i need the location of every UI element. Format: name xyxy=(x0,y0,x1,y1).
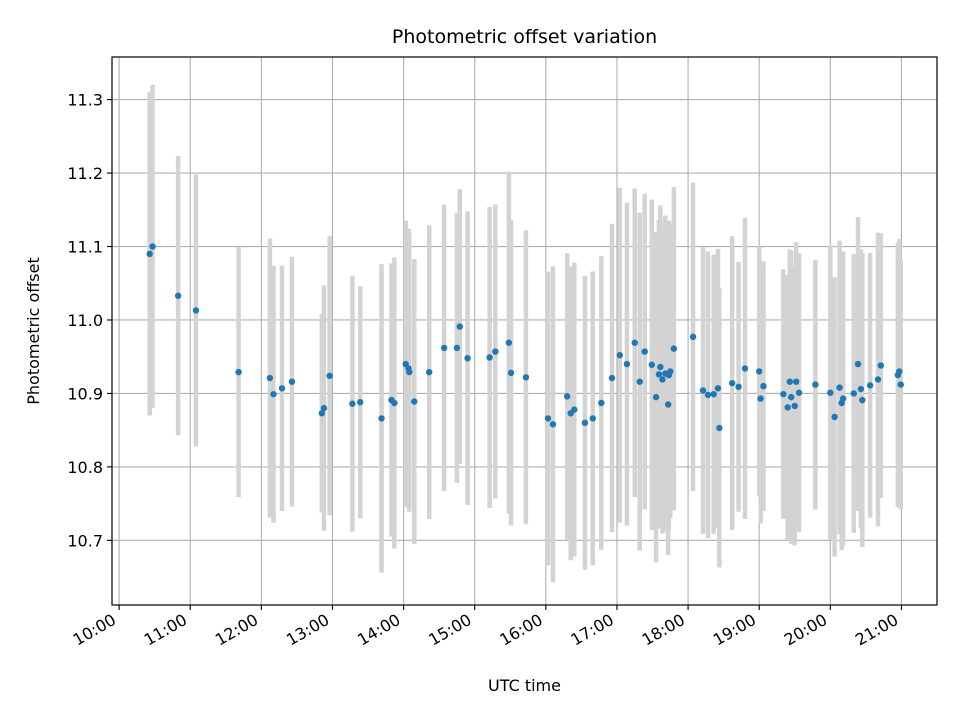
data-point xyxy=(877,362,885,369)
data-point xyxy=(453,344,461,352)
plot-area-frame xyxy=(111,56,938,606)
data-point xyxy=(788,393,795,401)
data-point xyxy=(839,395,847,402)
data-point xyxy=(897,381,904,388)
y-tick-label: 10.7 xyxy=(67,531,103,550)
data-point xyxy=(757,395,764,402)
data-point xyxy=(710,390,717,398)
data-point xyxy=(486,354,493,361)
data-point xyxy=(652,393,660,401)
data-point xyxy=(149,243,156,250)
data-point xyxy=(349,400,356,407)
data-point xyxy=(641,348,648,355)
data-point xyxy=(563,393,571,400)
x-axis-title: UTC time xyxy=(488,676,561,695)
data-point xyxy=(406,368,413,376)
data-point xyxy=(326,372,333,380)
data-point xyxy=(636,378,643,385)
data-point xyxy=(791,402,798,410)
data-point xyxy=(850,390,857,397)
data-point xyxy=(786,378,793,385)
data-point xyxy=(866,382,874,389)
data-point xyxy=(667,368,674,375)
data-point xyxy=(440,344,448,352)
y-axis: 10.7 10.8 10.9 11.0 11.1 11.2 11.3 xyxy=(67,91,112,550)
data-point xyxy=(288,378,296,385)
data-point xyxy=(464,354,471,362)
data-point xyxy=(425,368,433,376)
data-point xyxy=(608,374,616,382)
data-point xyxy=(616,352,624,359)
data-point xyxy=(505,339,513,346)
data-point xyxy=(670,345,678,352)
data-point xyxy=(659,376,666,383)
data-point xyxy=(623,360,631,368)
data-point xyxy=(699,387,707,394)
data-point xyxy=(266,374,274,382)
data-point xyxy=(896,368,903,375)
y-tick-label: 11.1 xyxy=(67,238,103,257)
data-point xyxy=(735,383,742,391)
data-point xyxy=(657,363,664,371)
data-point xyxy=(631,339,638,346)
data-point xyxy=(664,401,672,408)
data-point xyxy=(411,398,418,405)
data-point xyxy=(827,389,834,396)
data-point xyxy=(507,369,515,377)
y-axis-title: Photometric offset xyxy=(24,257,43,405)
data-point xyxy=(716,424,723,432)
data-point xyxy=(689,333,697,341)
data-point xyxy=(492,348,499,355)
data-point xyxy=(320,404,328,412)
data-point xyxy=(544,415,552,422)
y-tick-label: 11.0 xyxy=(67,311,103,330)
data-point xyxy=(270,390,277,398)
data-point xyxy=(792,378,800,385)
data-point xyxy=(836,384,843,391)
data-point xyxy=(874,376,882,383)
data-point xyxy=(456,323,463,330)
data-point xyxy=(728,379,736,387)
y-tick-label: 11.3 xyxy=(67,91,103,110)
data-point xyxy=(235,368,242,376)
data-point xyxy=(714,385,722,392)
data-point xyxy=(655,371,663,378)
chart-title: Photometric offset variation xyxy=(392,26,657,48)
data-point xyxy=(598,399,605,407)
y-tick-label: 10.8 xyxy=(67,458,103,477)
data-point xyxy=(780,390,787,398)
data-point xyxy=(857,385,865,393)
data-point xyxy=(378,415,385,422)
data-point xyxy=(795,389,803,396)
data-point xyxy=(648,361,656,368)
data-point xyxy=(146,250,153,258)
data-point xyxy=(859,396,866,404)
data-point xyxy=(741,365,749,372)
data-point xyxy=(581,419,589,427)
data-point xyxy=(760,382,767,390)
data-point xyxy=(755,368,763,375)
data-point xyxy=(174,292,182,299)
data-point xyxy=(549,421,557,428)
data-point xyxy=(522,374,530,381)
data-point xyxy=(784,404,791,411)
y-tick-label: 11.2 xyxy=(67,164,103,183)
data-point xyxy=(571,406,578,413)
data-point xyxy=(704,391,712,399)
data-point xyxy=(357,399,364,406)
data-point xyxy=(318,410,326,417)
data-point xyxy=(192,307,200,314)
data-point xyxy=(391,399,398,407)
data-point xyxy=(831,413,838,421)
y-tick-label: 10.9 xyxy=(67,384,103,403)
data-points xyxy=(146,243,904,432)
data-point xyxy=(589,415,596,422)
data-point xyxy=(854,360,862,368)
data-point xyxy=(278,385,286,392)
data-point xyxy=(812,381,819,388)
